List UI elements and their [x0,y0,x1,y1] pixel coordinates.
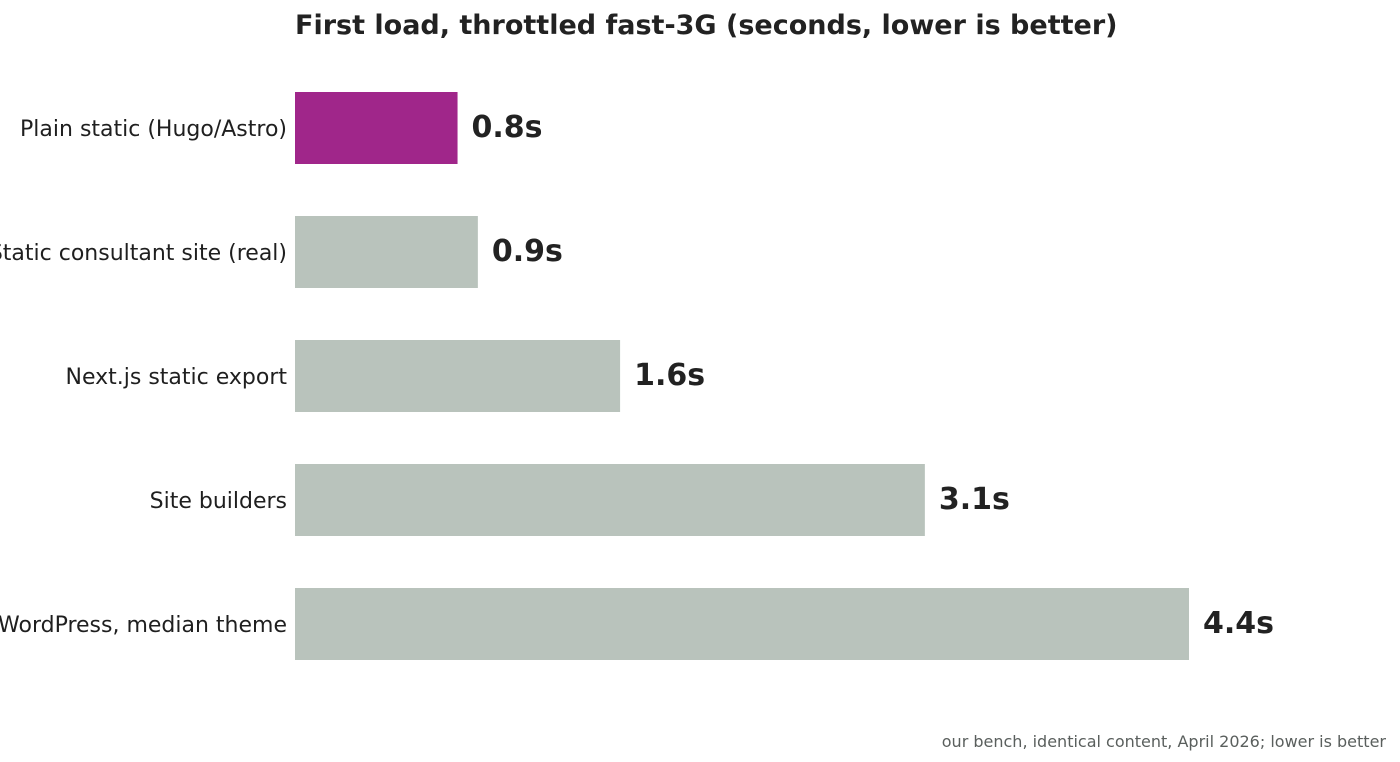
bar-3 [295,464,925,536]
category-label: Site builders [150,489,287,514]
category-label: Next.js static export [66,365,288,390]
category-label: Static consultant site (real) [0,241,287,266]
bar-4 [295,588,1189,660]
value-label: 0.9s [492,234,563,269]
bars-group: Plain static (Hugo/Astro) 0.8s Static cons… [0,92,1274,660]
bar-0 [295,92,458,164]
category-label: Plain static (Hugo/Astro) [20,117,287,142]
value-label: 3.1s [939,482,1010,517]
bar-2 [295,340,621,412]
value-label: 0.8s [472,110,543,145]
chart-title: First load, throttled fast-3G (seconds, … [295,10,1117,41]
value-label: 4.4s [1203,606,1274,641]
bar-1 [295,216,478,288]
value-label: 1.6s [634,358,705,393]
category-label: WordPress, median theme [0,613,287,638]
chart-footnote: our bench, identical content, April 2026… [942,732,1387,751]
